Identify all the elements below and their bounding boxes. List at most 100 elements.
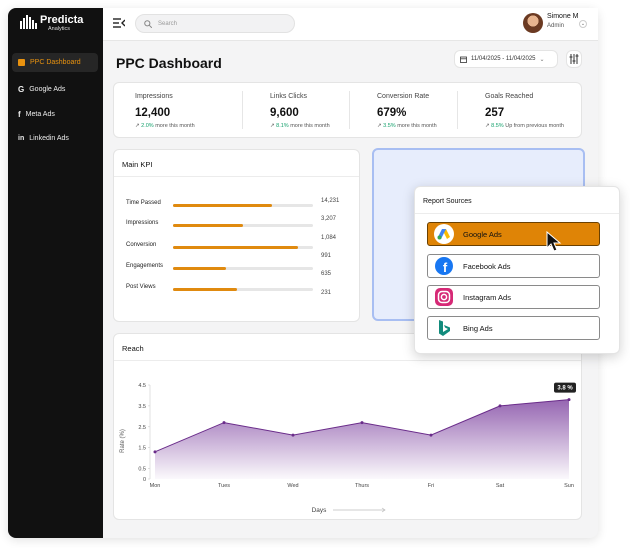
kpi-label: Engagements — [126, 263, 164, 269]
x-axis-label: Days — [312, 507, 328, 514]
cursor — [546, 231, 562, 252]
nav-item[interactable]: f Meta Ads — [18, 110, 55, 119]
nav-label: Google Ads — [29, 86, 66, 93]
kpi-bar — [173, 288, 238, 291]
kpi-figure: 3,207 — [321, 216, 337, 223]
reach-chart: Rate (%) Days 0 0.5 1.5 2.5 3.5 4.5 Mon Tues Wed… — [120, 382, 576, 514]
filter-icon — [569, 54, 579, 64]
value-label: 3.8 % — [557, 386, 573, 392]
facebook-icon: f — [435, 257, 453, 275]
kpi-bar — [173, 204, 273, 207]
x-tick-label: Mon — [150, 483, 161, 489]
value-label-box — [554, 382, 576, 393]
stat-change: ↗ 8.5% Up from previous month — [485, 123, 564, 129]
search-placeholder: Search — [158, 20, 178, 27]
search-icon — [144, 19, 152, 28]
kpi-track — [173, 246, 313, 249]
divider — [457, 91, 458, 129]
user-role: Admin — [547, 23, 565, 29]
kpi-track — [173, 224, 313, 227]
stat-change: ↗ 2.0% more this month — [135, 123, 195, 129]
divider — [349, 91, 350, 129]
kpi-track — [173, 267, 313, 270]
date-picker[interactable]: 11/04/2025 - 11/04/2025 ⌄ — [454, 50, 558, 68]
stat-change: ↗ 3.5% more this month — [377, 123, 437, 129]
stat-label: Impressions — [135, 93, 173, 100]
stats-card — [113, 82, 582, 138]
kpi-bar — [173, 267, 227, 270]
source-button[interactable]: f Facebook Ads — [427, 254, 600, 278]
nav-item[interactable]: G Google Ads — [18, 85, 66, 94]
kpi-label: Post Views — [126, 284, 156, 290]
point — [222, 421, 226, 425]
stat-change: ↗ 8.1% more this month — [270, 123, 330, 129]
date-range: 11/04/2025 - 11/04/2025 — [471, 56, 536, 62]
sidebar — [8, 8, 103, 538]
y-axis-label: Rate (%) — [120, 429, 126, 453]
source-button[interactable]: Instagram Ads — [427, 285, 600, 309]
source-button[interactable]: Bing Ads — [427, 316, 600, 340]
divider — [114, 360, 581, 361]
kpi-title: Main KPI — [122, 160, 153, 169]
source-label: Facebook Ads — [463, 261, 511, 271]
change-percent: 8.5% — [491, 123, 504, 129]
stat-label: Links Clicks — [270, 93, 307, 100]
area — [155, 399, 569, 479]
stat-value: 679% — [377, 107, 407, 119]
page-title: PPC Dashboard — [116, 55, 222, 71]
filter-button[interactable] — [566, 50, 582, 68]
divider — [415, 213, 619, 214]
kpi-figure: 14,231 — [321, 198, 340, 204]
kpi-card — [113, 149, 360, 322]
google-ads-icon — [434, 224, 454, 244]
change-percent: 8.1% — [276, 123, 289, 129]
kpi-bar — [173, 224, 243, 227]
nav-item[interactable]: PPC Dashboard — [12, 53, 98, 72]
point — [567, 398, 571, 402]
nav-label: PPC Dashboard — [30, 59, 81, 66]
brand-tagline: Analytics — [48, 26, 71, 32]
change-note: Up from previous month — [505, 123, 564, 129]
point — [360, 421, 364, 425]
brand-name: Predicta — [40, 14, 84, 26]
kpi-label: Impressions — [126, 220, 159, 226]
nav-label: Linkedin Ads — [29, 135, 69, 142]
avatar[interactable] — [523, 13, 543, 33]
stat-value: 257 — [485, 107, 505, 119]
divider — [242, 91, 243, 129]
logo-icon — [20, 15, 37, 29]
reach-title: Reach — [122, 344, 144, 353]
popup-title: Report Sources — [423, 198, 472, 205]
kpi-track — [173, 204, 313, 207]
x-tick-label: Sat — [496, 483, 505, 489]
y-tick-label: 0.5 — [138, 467, 146, 473]
source-button[interactable]: Google Ads — [427, 222, 600, 246]
menu-icon[interactable] — [113, 18, 125, 28]
kpi-figure: 231 — [321, 289, 332, 296]
instagram-icon — [435, 288, 453, 306]
kpi-label: Time Passed — [126, 200, 161, 206]
search-box[interactable]: Search — [135, 14, 295, 33]
divider — [114, 176, 359, 177]
y-tick-label: 0 — [143, 477, 146, 483]
nav-item[interactable]: in Linkedin Ads — [18, 135, 69, 142]
bing-icon — [439, 320, 450, 336]
nav-label: Meta Ads — [25, 111, 55, 118]
x-tick-label: Tues — [218, 483, 230, 489]
axis-arrow-head — [381, 507, 386, 513]
change-note: more this month — [155, 123, 195, 129]
kpi-figure: 635 — [321, 271, 332, 278]
source-label: Bing Ads — [463, 323, 493, 333]
change-note: more this month — [290, 123, 330, 129]
point — [153, 450, 157, 454]
user-menu-toggle[interactable]: ⌄ — [579, 20, 587, 28]
point — [498, 404, 502, 408]
y-tick-label: 4.5 — [138, 383, 146, 389]
y-tick-label: 3.5 — [138, 404, 146, 410]
stat-value: 12,400 — [135, 107, 171, 119]
stat-value: 9,600 — [270, 107, 299, 119]
stat-label: Conversion Rate — [377, 93, 430, 100]
point — [429, 433, 433, 437]
kpi-track — [173, 288, 313, 291]
